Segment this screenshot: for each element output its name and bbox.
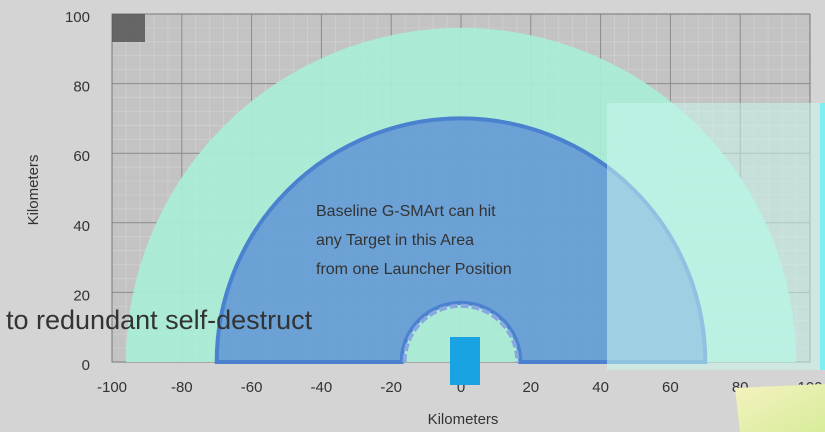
x-tick-label: -40 bbox=[311, 379, 333, 396]
x-tick-label: 40 bbox=[592, 379, 609, 396]
annotation: any Target in this Area bbox=[316, 232, 474, 249]
corner-block bbox=[112, 14, 145, 42]
overlay-text: to redundant self-destruct bbox=[6, 305, 313, 335]
panel-edge bbox=[820, 103, 825, 370]
shape bbox=[735, 384, 825, 432]
y-tick-label: 40 bbox=[73, 218, 90, 235]
annotation: Baseline G-SMArt can hit bbox=[316, 203, 496, 220]
x-tick-label: 20 bbox=[522, 379, 539, 396]
y-tick-label: 0 bbox=[82, 357, 90, 374]
y-tick-label: 60 bbox=[73, 148, 90, 165]
x-tick-label: -60 bbox=[241, 379, 263, 396]
y-tick-label: 80 bbox=[73, 79, 90, 96]
panel bbox=[607, 103, 825, 370]
y-tick-label: 100 bbox=[65, 9, 90, 26]
x-tick-label: 60 bbox=[662, 379, 679, 396]
overlay: to redundant self-destruct Kilometers Ki… bbox=[6, 14, 825, 432]
y-tick-label: 20 bbox=[73, 287, 90, 304]
y-axis-label: Kilometers bbox=[25, 155, 42, 226]
launcher bbox=[450, 337, 480, 385]
x-tick-label: -100 bbox=[97, 379, 127, 396]
x-tick-label: -20 bbox=[380, 379, 402, 396]
annotation: from one Launcher Position bbox=[316, 261, 512, 278]
x-axis-label: Kilometers bbox=[428, 411, 499, 428]
x-tick-label: 0 bbox=[457, 379, 465, 396]
x-tick-label: -80 bbox=[171, 379, 193, 396]
inner-arc bbox=[402, 303, 520, 363]
